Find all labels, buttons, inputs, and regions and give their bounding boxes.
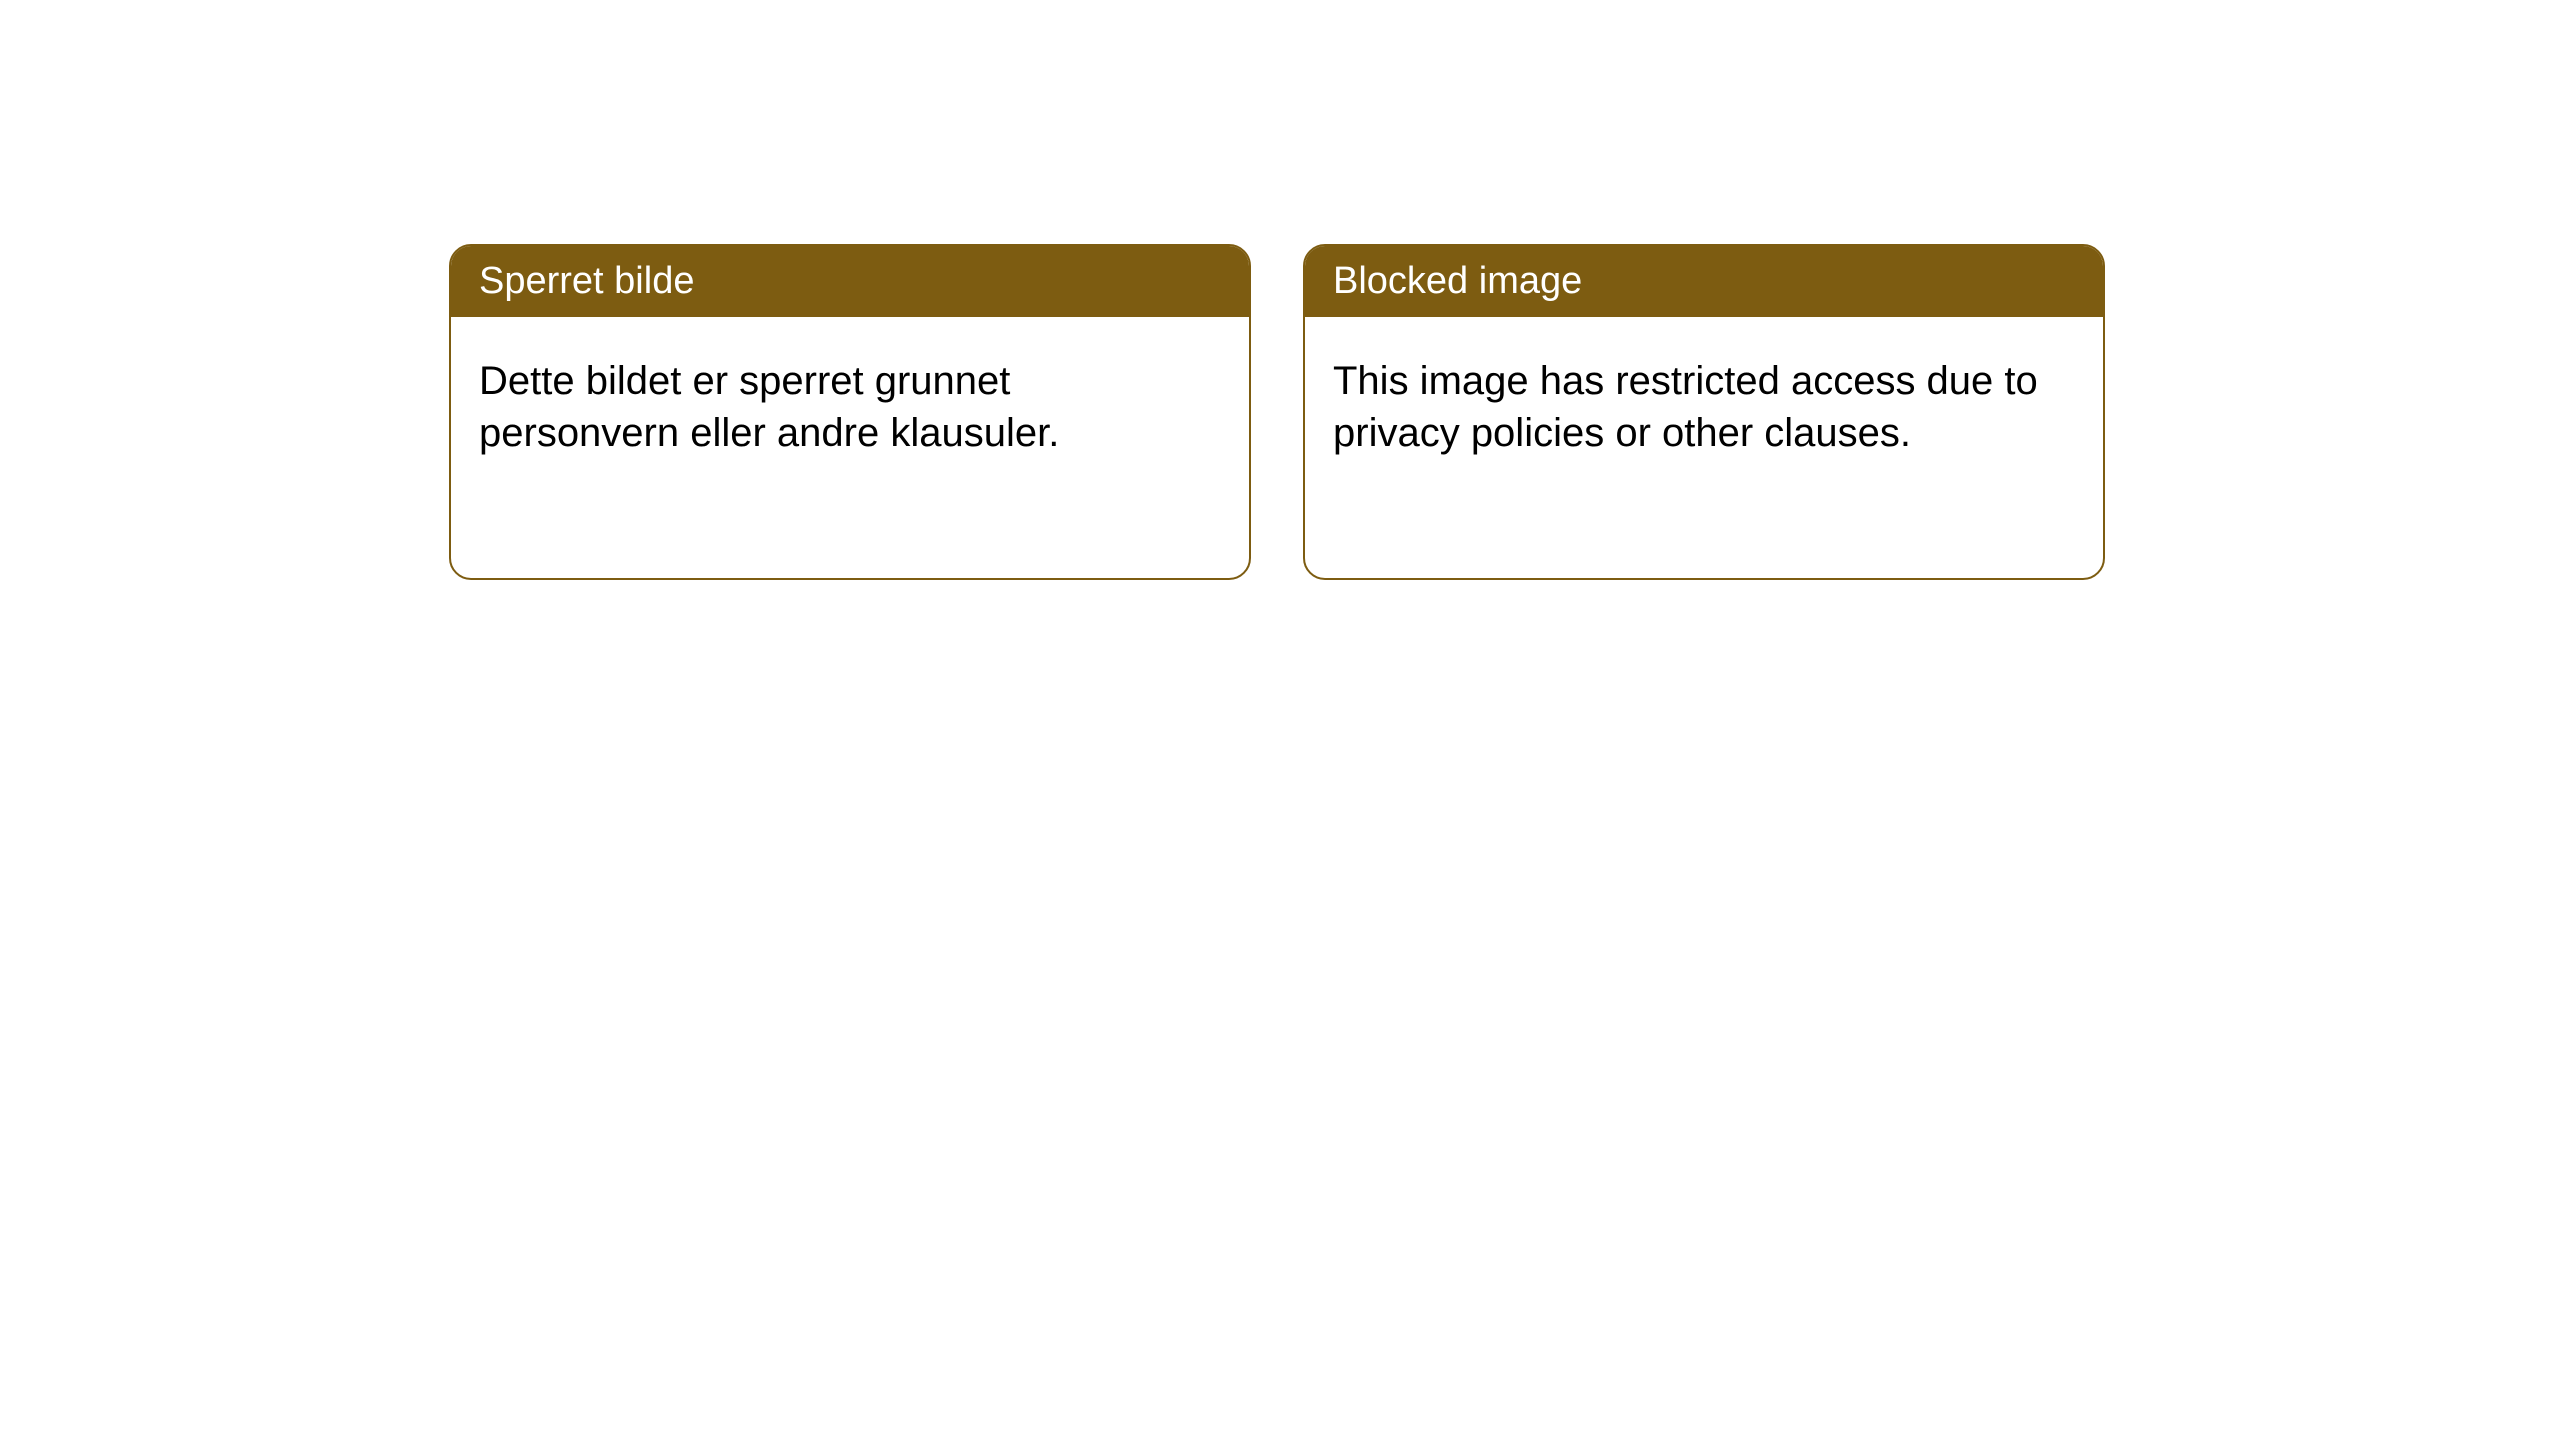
notice-card-title-en: Blocked image: [1305, 246, 2103, 317]
notice-card-body-no: Dette bildet er sperret grunnet personve…: [451, 317, 1249, 497]
notice-card-no: Sperret bilde Dette bildet er sperret gr…: [449, 244, 1251, 580]
notice-card-row: Sperret bilde Dette bildet er sperret gr…: [0, 0, 2560, 580]
notice-card-en: Blocked image This image has restricted …: [1303, 244, 2105, 580]
notice-card-title-no: Sperret bilde: [451, 246, 1249, 317]
notice-card-body-en: This image has restricted access due to …: [1305, 317, 2103, 497]
